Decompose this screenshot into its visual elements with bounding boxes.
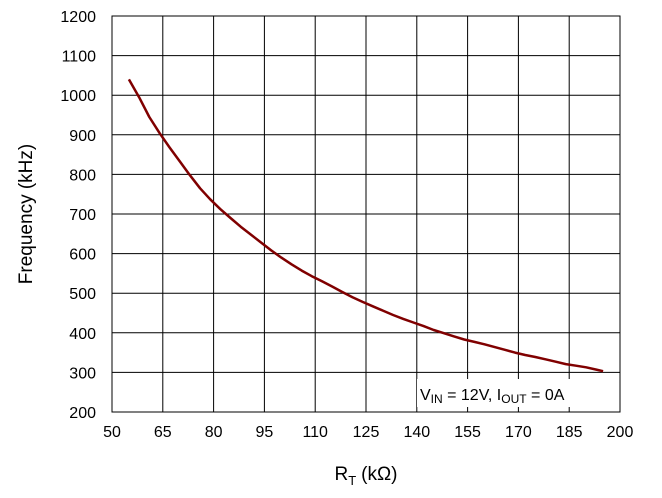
x-axis-title-main: R (334, 464, 348, 485)
x-axis-title-sub: T (348, 473, 356, 488)
y-tick-labels: 200 300 400 500 600 700 800 900 1000 1100 1200 (60, 9, 96, 422)
x-tick-label: 200 (607, 424, 634, 441)
x-tick-label: 80 (205, 424, 223, 441)
x-tick-label: 185 (556, 424, 583, 441)
y-tick-label: 900 (69, 128, 96, 145)
y-tick-label: 300 (69, 365, 96, 382)
x-tick-label: 170 (505, 424, 532, 441)
y-tick-label: 600 (69, 247, 96, 264)
annotation-box (417, 379, 617, 407)
x-tick-label: 125 (353, 424, 380, 441)
x-tick-label: 140 (403, 424, 430, 441)
y-tick-label: 700 (69, 207, 96, 224)
y-tick-label: 1100 (62, 49, 97, 66)
x-tick-label: 95 (256, 424, 274, 441)
x-tick-label: 50 (103, 424, 121, 441)
y-tick-label: 400 (69, 326, 96, 343)
plot-border (111, 15, 621, 413)
annotation-text: VIN = 12V, IOUT = 0A (420, 387, 565, 406)
y-tick-label: 1000 (60, 88, 96, 105)
y-tick-label: 1200 (60, 9, 96, 26)
x-tick-label: 155 (454, 424, 481, 441)
x-tick-label: 65 (154, 424, 172, 441)
x-axis-title: RT (kΩ) (334, 464, 397, 488)
y-tick-label: 200 (69, 405, 96, 422)
x-tick-labels: 50 65 80 95 110 125 140 155 170 185 200 (103, 424, 633, 441)
series-line (127, 78, 604, 373)
x-axis-title-unit: (kΩ) (361, 464, 397, 485)
x-tick-label: 110 (302, 424, 328, 441)
series-group (127, 78, 604, 373)
y-tick-label: 800 (69, 167, 96, 184)
grid (111, 15, 621, 413)
y-axis-title: Frequency (kHz) (16, 144, 37, 284)
y-tick-label: 500 (69, 286, 96, 303)
